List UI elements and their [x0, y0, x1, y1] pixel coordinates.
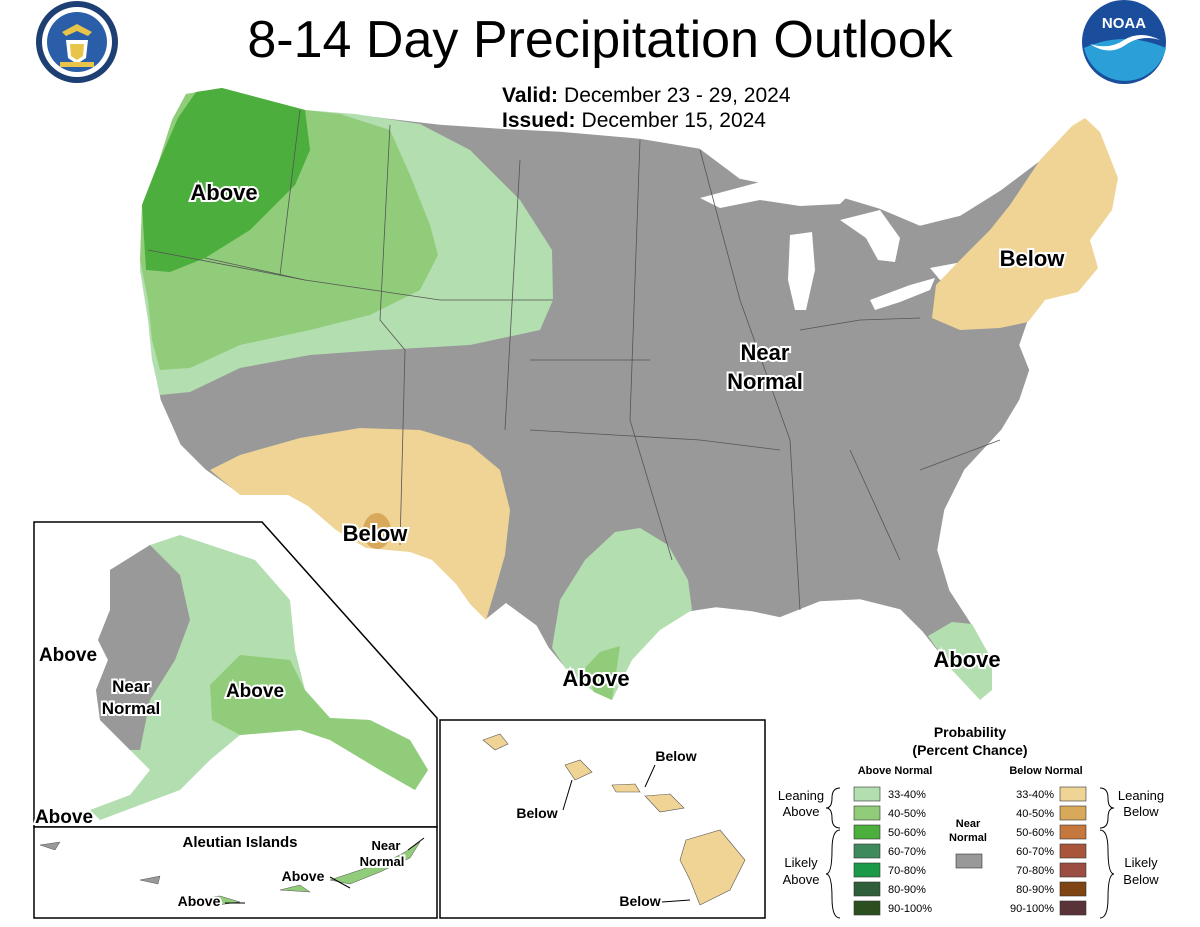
label-below-northeast: Below [1000, 246, 1066, 271]
leaning-below-2: Below [1123, 804, 1159, 819]
legend-near-line2: Normal [949, 832, 987, 844]
above-range-3: 60-70% [888, 846, 926, 858]
below-swatches: 33-40% 40-50% 50-60% 60-70% 70-80% 80-90% 90-1… [1010, 786, 1087, 916]
leader-lines [225, 764, 691, 904]
map-labels: Above Below Near Normal Below Above Abov… [33, 178, 1067, 911]
valid-value: December 23 - 29, 2024 [564, 84, 791, 107]
valid-label: Valid: [502, 84, 559, 107]
below-range-3: 60-70% [1016, 846, 1054, 858]
label-above-northwest: Above [190, 180, 257, 205]
label-hi-below-1: Below [655, 748, 696, 764]
above-range-6: 90-100% [888, 903, 932, 915]
below-swatch-5 [1059, 881, 1087, 897]
label-ak-near: Near [112, 677, 150, 696]
state-borders [147, 109, 1001, 611]
alaska-inset [33, 521, 438, 919]
label-aleutian-normal: Normal [360, 854, 405, 869]
above-swatch-3 [853, 843, 881, 859]
below-range-2: 50-60% [1016, 827, 1054, 839]
issued-value: December 15, 2024 [581, 109, 766, 132]
label-hi-below-2: Below [516, 805, 557, 821]
below-swatch-0 [1059, 786, 1087, 802]
below-range-5: 80-90% [1016, 884, 1054, 896]
above-range-5: 80-90% [888, 884, 926, 896]
legend-near-line1: Near [956, 818, 981, 830]
label-aleutian-near: Near [372, 838, 401, 853]
conus-map [139, 87, 1119, 702]
map-title: 8-14 Day Precipitation Outlook [247, 11, 953, 69]
below-range-0: 33-40% [1016, 789, 1054, 801]
commerce-seal-icon [36, 1, 118, 83]
above-swatches: 33-40% 40-50% 50-60% 60-70% 70-80% 80-90% 90-1… [853, 786, 932, 916]
label-ak-above-east: Above [226, 681, 284, 702]
below-swatch-1 [1059, 805, 1087, 821]
above-range-0: 33-40% [888, 789, 926, 801]
above-swatch-1 [853, 805, 881, 821]
below-range-4: 70-80% [1016, 865, 1054, 877]
above-swatch-5 [853, 881, 881, 897]
label-near-line1: Near [741, 340, 790, 365]
likely-below-1: Likely [1124, 855, 1158, 870]
below-range-1: 40-50% [1016, 808, 1054, 820]
label-aleutian-above-2: Above [178, 893, 221, 909]
issued-date: Issued: December 15, 2024 [502, 109, 766, 133]
leaning-above-1: Leaning [778, 788, 824, 803]
leaning-below-1: Leaning [1118, 788, 1164, 803]
below-swatch-2 [1059, 824, 1087, 840]
above-swatch-0 [853, 786, 881, 802]
label-below-southwest: Below [343, 521, 409, 546]
label-hi-below-3: Below [619, 893, 660, 909]
below-swatch-3 [1059, 843, 1087, 859]
likely-above-2: Above [783, 872, 820, 887]
near-normal-swatch [955, 853, 983, 869]
likely-below-2: Below [1123, 872, 1159, 887]
label-above-texas: Above [562, 666, 629, 691]
leaning-above-2: Above [783, 804, 820, 819]
aleutian-title: Aleutian Islands [182, 834, 297, 851]
legend-braces [825, 787, 1115, 919]
issued-label: Issued: [502, 109, 576, 132]
below-swatch-6 [1059, 900, 1087, 916]
legend-above-header: Above Normal [858, 765, 933, 777]
above-swatch-4 [853, 862, 881, 878]
label-ak-above-southwest: Above [35, 807, 93, 828]
legend-title-line2: (Percent Chance) [912, 742, 1027, 758]
label-ak-normal: Normal [102, 699, 161, 718]
below-swatch-4 [1059, 862, 1087, 878]
hawaii-inset [439, 719, 766, 919]
label-aleutian-above-1: Above [282, 868, 325, 884]
above-swatch-2 [853, 824, 881, 840]
legend-title-line1: Probability [934, 724, 1007, 740]
legend: Probability (Percent Chance) Above Norma… [778, 724, 1164, 919]
noaa-logo-text: NOAA [1102, 15, 1146, 32]
noaa-logo-icon: NOAA [1082, 0, 1166, 84]
legend-below-header: Below Normal [1009, 765, 1082, 777]
below-range-6: 90-100% [1010, 903, 1054, 915]
above-range-4: 70-80% [888, 865, 926, 877]
above-swatch-6 [853, 900, 881, 916]
above-range-2: 50-60% [888, 827, 926, 839]
above-range-1: 40-50% [888, 808, 926, 820]
label-normal-line2: Normal [727, 369, 803, 394]
likely-above-1: Likely [784, 855, 818, 870]
label-above-florida: Above [933, 647, 1000, 672]
valid-dates: Valid: December 23 - 29, 2024 [502, 84, 791, 108]
label-ak-above-west: Above [39, 645, 97, 666]
